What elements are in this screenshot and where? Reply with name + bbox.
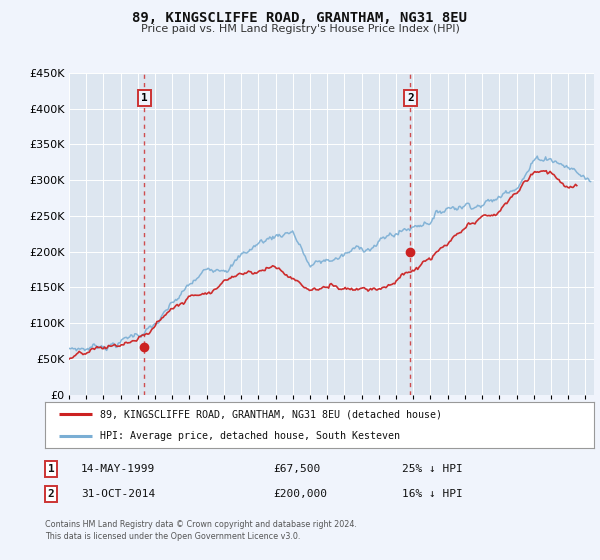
Text: Contains HM Land Registry data © Crown copyright and database right 2024.
This d: Contains HM Land Registry data © Crown c… <box>45 520 357 541</box>
Text: £67,500: £67,500 <box>273 464 320 474</box>
Text: HPI: Average price, detached house, South Kesteven: HPI: Average price, detached house, Sout… <box>100 431 400 441</box>
Text: £200,000: £200,000 <box>273 489 327 499</box>
Text: 2: 2 <box>47 489 55 499</box>
Text: 14-MAY-1999: 14-MAY-1999 <box>81 464 155 474</box>
Text: 25% ↓ HPI: 25% ↓ HPI <box>402 464 463 474</box>
Text: 1: 1 <box>141 93 148 103</box>
Text: 1: 1 <box>47 464 55 474</box>
Text: 16% ↓ HPI: 16% ↓ HPI <box>402 489 463 499</box>
Text: 89, KINGSCLIFFE ROAD, GRANTHAM, NG31 8EU: 89, KINGSCLIFFE ROAD, GRANTHAM, NG31 8EU <box>133 11 467 25</box>
Text: 31-OCT-2014: 31-OCT-2014 <box>81 489 155 499</box>
Text: 2: 2 <box>407 93 414 103</box>
Text: Price paid vs. HM Land Registry's House Price Index (HPI): Price paid vs. HM Land Registry's House … <box>140 24 460 34</box>
Text: 89, KINGSCLIFFE ROAD, GRANTHAM, NG31 8EU (detached house): 89, KINGSCLIFFE ROAD, GRANTHAM, NG31 8EU… <box>100 409 442 419</box>
